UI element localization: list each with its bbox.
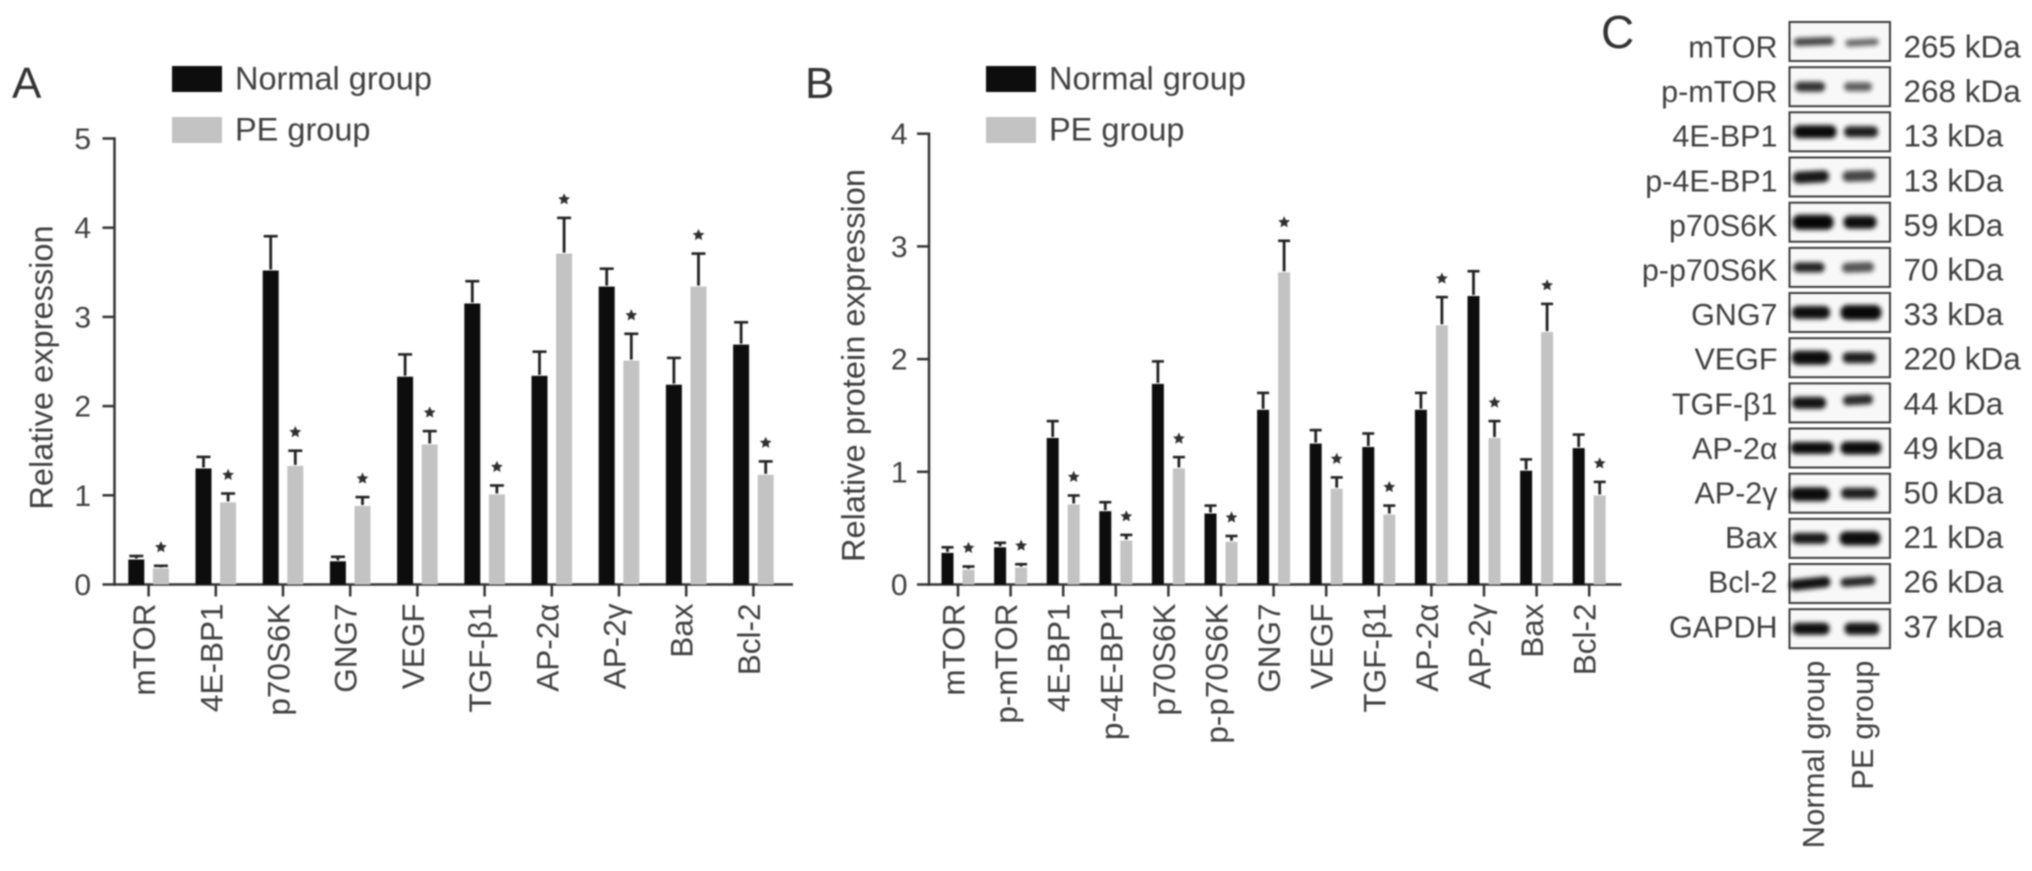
svg-text:AP-2α: AP-2α [529, 604, 565, 692]
svg-text:Bax: Bax [1514, 603, 1550, 658]
svg-text:1: 1 [74, 480, 91, 513]
svg-text:49 kDa: 49 kDa [1904, 430, 2004, 466]
svg-text:PE group: PE group [1845, 661, 1880, 790]
svg-text:AP-2γ: AP-2γ [1462, 603, 1498, 689]
svg-text:59 kDa: 59 kDa [1904, 207, 2004, 243]
svg-text:70 kDa: 70 kDa [1904, 252, 2004, 288]
svg-text:4: 4 [891, 118, 908, 151]
svg-text:p70S6K: p70S6K [1669, 209, 1778, 243]
svg-text:AP-2α: AP-2α [1692, 432, 1777, 466]
svg-text:AP-2α: AP-2α [1409, 604, 1445, 692]
svg-text:268 kDa: 268 kDa [1904, 73, 2022, 109]
svg-text:13 kDa: 13 kDa [1904, 118, 2004, 154]
svg-text:PE group: PE group [1049, 112, 1185, 148]
svg-text:0: 0 [891, 569, 908, 602]
svg-text:p-4E-BP1: p-4E-BP1 [1645, 164, 1777, 198]
svg-text:2: 2 [891, 344, 908, 377]
svg-text:GNG7: GNG7 [328, 604, 364, 693]
svg-text:21 kDa: 21 kDa [1904, 519, 2004, 555]
svg-text:AP-2γ: AP-2γ [1694, 477, 1778, 511]
svg-text:B: B [805, 59, 834, 108]
svg-text:4E-BP1: 4E-BP1 [1672, 120, 1777, 154]
svg-text:0: 0 [74, 569, 91, 602]
svg-text:220 kDa: 220 kDa [1904, 341, 2022, 377]
svg-text:p-mTOR: p-mTOR [1661, 75, 1777, 109]
svg-text:37 kDa: 37 kDa [1904, 608, 2004, 644]
svg-text:mTOR: mTOR [936, 604, 972, 696]
svg-text:3: 3 [891, 231, 908, 264]
svg-text:p-4E-BP1: p-4E-BP1 [1093, 604, 1129, 741]
svg-text:4E-BP1: 4E-BP1 [1041, 604, 1077, 713]
svg-text:A: A [12, 59, 42, 108]
svg-text:TGF-β1: TGF-β1 [1672, 387, 1778, 421]
svg-text:3: 3 [74, 301, 91, 334]
svg-text:p70S6K: p70S6K [1146, 604, 1182, 716]
svg-text:Bcl-2: Bcl-2 [1567, 604, 1603, 676]
svg-text:GNG7: GNG7 [1691, 298, 1777, 332]
svg-text:AP-2γ: AP-2γ [597, 603, 633, 689]
svg-text:p-p70S6K: p-p70S6K [1642, 254, 1778, 288]
svg-text:GNG7: GNG7 [1251, 604, 1287, 693]
svg-text:Normal group: Normal group [1049, 61, 1246, 97]
svg-text:TGF-β1: TGF-β1 [462, 604, 498, 713]
svg-text:mTOR: mTOR [1688, 31, 1777, 65]
svg-text:Normal group: Normal group [1796, 661, 1831, 849]
svg-text:Bax: Bax [1725, 521, 1778, 555]
svg-text:50 kDa: 50 kDa [1904, 475, 2004, 511]
svg-text:1: 1 [891, 456, 908, 489]
svg-text:4E-BP1: 4E-BP1 [193, 604, 229, 713]
svg-text:44 kDa: 44 kDa [1904, 385, 2004, 421]
svg-text:PE group: PE group [235, 112, 371, 148]
svg-text:Bax: Bax [664, 603, 700, 658]
svg-text:26 kDa: 26 kDa [1904, 564, 2004, 600]
svg-text:13 kDa: 13 kDa [1904, 162, 2004, 198]
svg-text:Bcl-2: Bcl-2 [731, 604, 767, 676]
svg-text:VEGF: VEGF [1304, 604, 1340, 690]
svg-text:4: 4 [74, 212, 91, 245]
svg-text:GAPDH: GAPDH [1669, 610, 1777, 644]
svg-text:2: 2 [74, 391, 91, 424]
svg-text:C: C [1601, 6, 1634, 58]
svg-text:Bcl-2: Bcl-2 [1708, 566, 1778, 600]
svg-text:VEGF: VEGF [1694, 343, 1777, 377]
svg-text:VEGF: VEGF [395, 604, 431, 690]
svg-text:p-p70S6K: p-p70S6K [1199, 604, 1235, 744]
svg-text:Relative expression: Relative expression [23, 225, 60, 509]
svg-text:Normal group: Normal group [235, 61, 432, 97]
svg-text:mTOR: mTOR [126, 604, 162, 696]
svg-text:p70S6K: p70S6K [261, 604, 297, 716]
svg-text:TGF-β1: TGF-β1 [1356, 604, 1392, 713]
svg-text:33 kDa: 33 kDa [1904, 296, 2004, 332]
svg-text:p-mTOR: p-mTOR [988, 604, 1024, 724]
svg-text:Relative protein expression: Relative protein expression [835, 169, 872, 562]
svg-text:5: 5 [74, 123, 91, 156]
svg-text:265 kDa: 265 kDa [1904, 29, 2022, 65]
